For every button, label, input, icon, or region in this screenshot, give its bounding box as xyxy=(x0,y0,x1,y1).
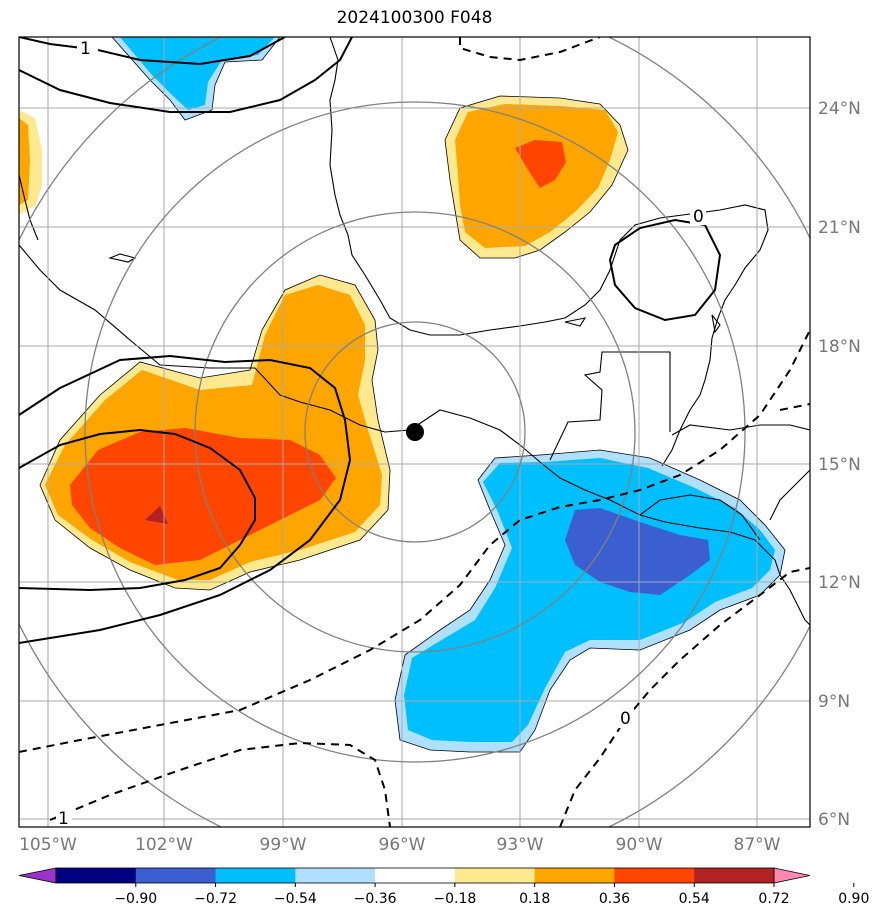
colorbar-tick-label: 0.36 xyxy=(599,891,630,907)
colorbar-tick-label: 0.90 xyxy=(838,891,869,907)
range-rings xyxy=(19,37,810,827)
contour-north-1 xyxy=(19,37,83,49)
lon-label-96w: 96°W xyxy=(379,835,426,855)
latitude-labels: 24°N 21°N 18°N 15°N 12°N 9°N 6°N xyxy=(818,99,861,830)
colorbar-segment xyxy=(135,868,217,883)
lon-label-105w: 105°W xyxy=(19,835,77,855)
colorbar-segment xyxy=(614,868,695,883)
colorbar-tick-label: 0.18 xyxy=(519,891,550,907)
anomaly-area-edge-mid xyxy=(19,118,30,205)
range-ring-2 xyxy=(194,211,636,653)
shading-outlines xyxy=(39,37,786,753)
colorbar-segment xyxy=(375,868,456,883)
central-america-inland-border xyxy=(639,494,761,541)
mexico-pacific-coast xyxy=(19,244,810,626)
lon-label-93w: 93°W xyxy=(497,835,544,855)
lat-label-15n: 15°N xyxy=(818,455,861,475)
map-frame xyxy=(18,36,811,828)
contour-west-inner xyxy=(19,428,256,592)
colorbar-segment xyxy=(534,868,615,883)
lat-label-12n: 12°N xyxy=(818,573,861,593)
anomaly-area-north-mid xyxy=(120,37,275,110)
anomaly-area-southeast-mid xyxy=(404,458,775,742)
map-title: 2024100300 F048 xyxy=(336,8,493,28)
colorbar: −0.90 −0.72 −0.54 −0.36 −0.18 0.18 0.36 0.54 0.7… xyxy=(18,867,869,907)
contour-dashed-long xyxy=(19,329,810,753)
colorbar-frame xyxy=(55,867,775,884)
solid-contours xyxy=(19,37,722,644)
anomaly-area-southeast-strong xyxy=(565,508,710,595)
anomaly-area-west-core xyxy=(145,506,168,524)
lon-label-99w: 99°W xyxy=(260,835,307,855)
shaded-field: 1 0 0 1 xyxy=(19,37,810,829)
colorbar-tick-label: −0.90 xyxy=(114,891,157,907)
contour-dashed-short xyxy=(779,403,810,411)
colorbar-tick-label: −0.36 xyxy=(354,891,397,907)
storm-center-marker xyxy=(406,423,424,441)
dashed-contours xyxy=(19,37,810,827)
longitude-labels: 105°W 102°W 99°W 96°W 93°W 90°W 87°W xyxy=(19,835,781,855)
nicaragua-coast xyxy=(769,469,810,521)
lat-label-24n: 24°N xyxy=(818,99,861,119)
contour-dashed-south-lower xyxy=(49,741,391,827)
west-inland-border xyxy=(19,174,39,241)
colorbar-tick-label: −0.54 xyxy=(274,891,317,907)
colorbar-extend-low xyxy=(18,867,57,884)
colorbar-segment xyxy=(454,868,536,883)
colorbar-segment xyxy=(215,868,296,883)
lon-label-90w: 90°W xyxy=(616,835,663,855)
gulf-coast xyxy=(329,37,769,467)
contour-west-outer xyxy=(19,354,352,644)
colorbar-segment xyxy=(694,868,775,883)
lon-label-102w: 102°W xyxy=(135,835,193,855)
colorbar-tick-label: 0.72 xyxy=(758,891,789,907)
colorbar-tick-label: 0.54 xyxy=(679,891,710,907)
range-ring-3 xyxy=(84,101,746,763)
contour-east-loop xyxy=(608,218,722,322)
lat-label-6n: 6°N xyxy=(818,810,850,830)
small-islands xyxy=(564,314,721,334)
lat-label-21n: 21°N xyxy=(818,218,861,238)
colorbar-segment xyxy=(56,868,137,883)
contour-label-north: 1 xyxy=(80,39,91,59)
lat-label-18n: 18°N xyxy=(818,337,861,357)
contour-label-southwest: 1 xyxy=(58,809,69,829)
contour-dashed-north xyxy=(459,37,601,62)
contour-label-east: 0 xyxy=(693,207,704,227)
graticule xyxy=(19,37,810,827)
contour-north-2 xyxy=(97,37,286,66)
colorbar-segment xyxy=(295,868,376,883)
guatemala-border xyxy=(549,351,671,461)
colorbar-tick-label: −0.18 xyxy=(433,891,476,907)
lat-label-9n: 9°N xyxy=(818,692,850,712)
contour-north-3 xyxy=(19,37,353,113)
colorbar-tick-label: −0.72 xyxy=(194,891,237,907)
anomaly-area-gulf-strong xyxy=(515,140,566,188)
contour-label-southeast: 0 xyxy=(620,709,631,729)
contour-dashed-east xyxy=(559,567,810,827)
colorbar-extend-high xyxy=(773,867,811,884)
range-ring-1 xyxy=(304,321,526,543)
anomaly-area-west-strong xyxy=(70,428,336,565)
lon-label-87w: 87°W xyxy=(734,835,781,855)
